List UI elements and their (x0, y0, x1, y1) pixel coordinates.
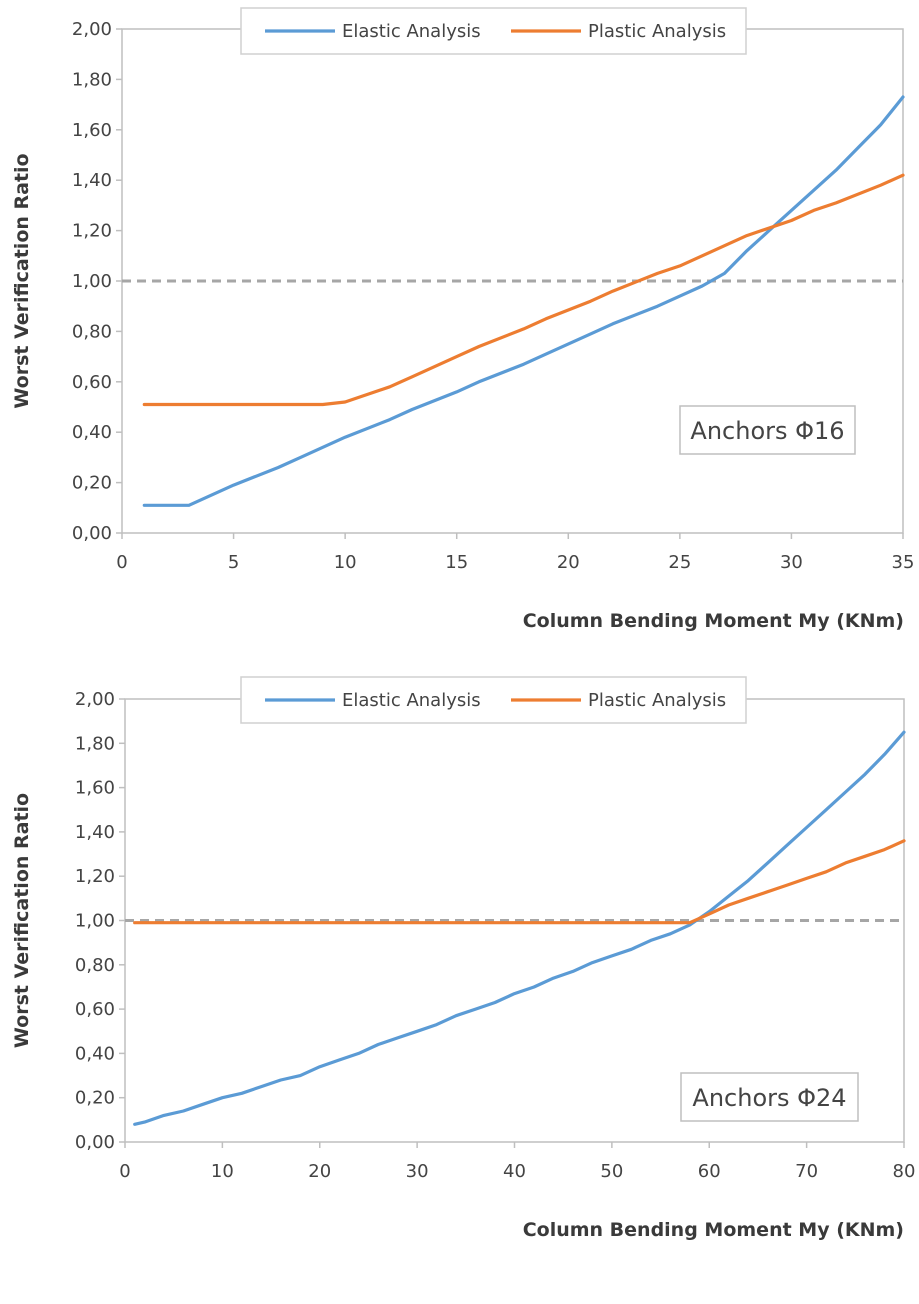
legend: Elastic Analysis Plastic Analysis (240, 7, 747, 55)
y-tick-label: 0,40 (72, 422, 112, 443)
y-tick-label: 0,60 (72, 372, 112, 393)
y-tick-label: 0,20 (72, 473, 112, 494)
y-tick-label: 0,20 (75, 1088, 115, 1109)
x-tick-label: 10 (211, 1161, 234, 1182)
annotation-label: Anchors Φ16 (690, 417, 844, 445)
x-tick-label: 30 (780, 552, 803, 573)
x-tick-label: 80 (893, 1161, 916, 1182)
legend-label: Plastic Analysis (588, 690, 726, 711)
x-tick-label: 30 (406, 1161, 429, 1182)
x-tick-label: 20 (557, 552, 580, 573)
x-tick-label: 40 (503, 1161, 526, 1182)
x-tick-label: 15 (445, 552, 468, 573)
y-tick-label: 1,20 (75, 866, 115, 887)
y-tick-label: 1,80 (75, 733, 115, 754)
x-tick-label: 25 (668, 552, 691, 573)
x-tick-label: 50 (600, 1161, 623, 1182)
y-tick-label: 1,00 (72, 271, 112, 292)
y-axis-title: Worst Verification Ratio (11, 793, 33, 1048)
series-line-elastic (133, 730, 906, 1126)
annotation-box: Anchors Φ16 (679, 405, 856, 455)
x-tick-label: 60 (698, 1161, 721, 1182)
x-tick-label: 5 (228, 552, 239, 573)
y-tick-label: 1,40 (75, 822, 115, 843)
y-tick-label: 0,80 (72, 321, 112, 342)
x-tick-label: 10 (334, 552, 357, 573)
x-tick-label: 70 (795, 1161, 818, 1182)
x-tick-label: 20 (308, 1161, 331, 1182)
y-tick-label: 0,40 (75, 1043, 115, 1064)
y-tick-label: 1,60 (72, 120, 112, 141)
y-tick-label: 1,20 (72, 221, 112, 242)
y-tick-label: 0,00 (75, 1132, 115, 1153)
legend-label: Elastic Analysis (342, 21, 481, 42)
y-tick-label: 0,80 (75, 955, 115, 976)
x-axis-title: Column Bending Moment My (KNm) (523, 1219, 904, 1241)
y-tick-label: 1,00 (75, 911, 115, 932)
series-line-elastic (142, 95, 905, 507)
series-line-plastic (142, 173, 905, 407)
x-tick-label: 35 (892, 552, 915, 573)
series-line-plastic (133, 839, 906, 925)
legend: Elastic Analysis Plastic Analysis (240, 676, 747, 724)
annotation-label: Anchors Φ24 (692, 1084, 846, 1112)
y-tick-label: 2,00 (72, 19, 112, 40)
y-tick-label: 0,60 (75, 999, 115, 1020)
x-tick-label: 0 (116, 552, 127, 573)
x-axis-title: Column Bending Moment My (KNm) (523, 610, 904, 632)
y-tick-label: 1,80 (72, 69, 112, 90)
y-tick-label: 1,60 (75, 778, 115, 799)
y-tick-label: 1,40 (72, 170, 112, 191)
chart-anchors-16: 0,00 0,20 0,40 0,60 0,80 1,00 1,20 1,40 1,60 1,80… (11, 7, 915, 632)
y-axis-title: Worst Verification Ratio (11, 153, 33, 408)
chart-anchors-24: 0,00 0,20 0,40 0,60 0,80 1,00 1,20 1,40 1,60 1,80… (11, 676, 916, 1241)
x-tick-label: 0 (119, 1161, 130, 1182)
y-tick-label: 0,00 (72, 523, 112, 544)
legend-label: Elastic Analysis (342, 690, 481, 711)
annotation-box: Anchors Φ24 (680, 1072, 859, 1122)
legend-label: Plastic Analysis (588, 21, 726, 42)
y-tick-label: 2,00 (75, 689, 115, 710)
